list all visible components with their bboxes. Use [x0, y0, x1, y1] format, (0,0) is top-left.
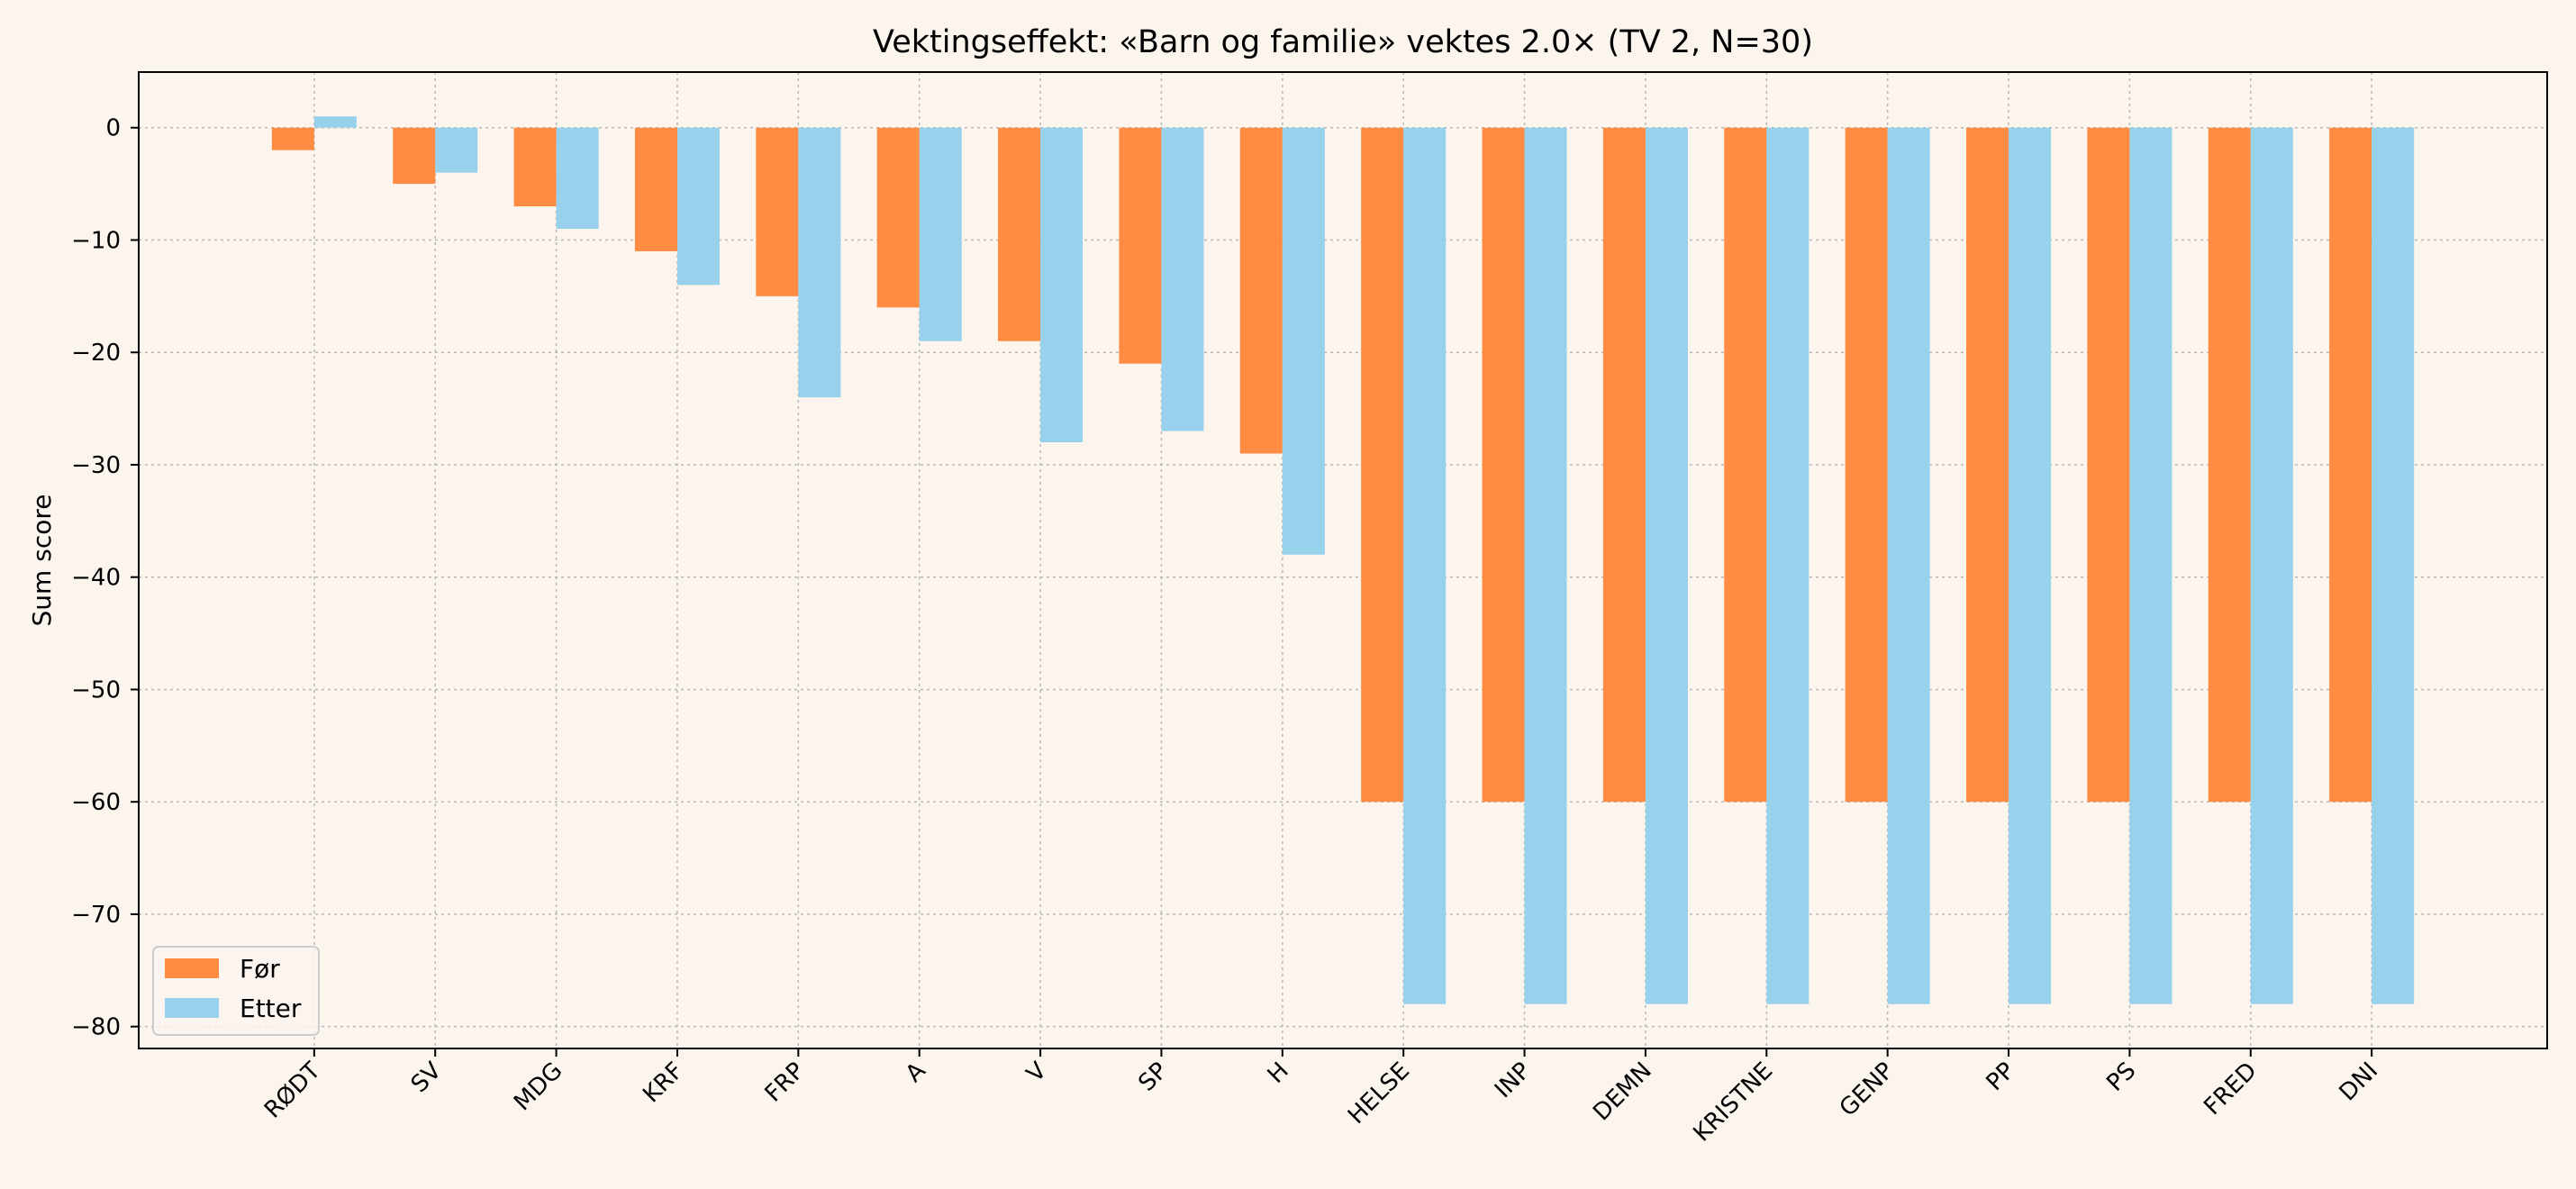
- y-tick-label: −50: [71, 676, 121, 703]
- legend-label-etter: Etter: [240, 994, 302, 1023]
- x-tick-label-genp: GENP: [1835, 1057, 1900, 1122]
- bar-for-rodt: [271, 127, 314, 150]
- y-tick-label: −40: [71, 565, 121, 592]
- y-tick-label: 0: [105, 115, 121, 142]
- y-tick-label: −10: [71, 227, 121, 254]
- bar-for-mdg: [513, 127, 557, 207]
- bar-etter-mdg: [556, 127, 599, 230]
- bar-etter-helse: [1403, 127, 1447, 1004]
- bar-etter-dni: [2372, 127, 2415, 1004]
- x-tick-label-dni: DNI: [2335, 1057, 2384, 1107]
- x-axis: RØDT SV MDG KRF FRP A V SP H HELSE INP DEMN KRISTNE G…: [259, 1048, 2383, 1147]
- bar-etter-a: [919, 127, 962, 341]
- bars: [271, 116, 2415, 1004]
- x-tick-label-ps: PS: [2101, 1057, 2141, 1097]
- bar-for-inp: [1482, 127, 1525, 803]
- bar-etter-fred: [2250, 127, 2293, 1004]
- y-tick-label: −30: [71, 452, 121, 479]
- x-tick-label-rodt: RØDT: [259, 1057, 326, 1124]
- bar-for-dni: [2329, 127, 2372, 803]
- y-tick-label: −70: [71, 902, 121, 929]
- bar-etter-v: [1040, 127, 1084, 443]
- chart-title: Vektingseffekt: «Barn og familie» vektes…: [873, 24, 1813, 60]
- bar-for-helse: [1361, 127, 1404, 803]
- x-tick-label-helse: HELSE: [1343, 1057, 1415, 1130]
- bar-etter-rodt: [313, 116, 357, 128]
- x-tick-label-pp: PP: [1982, 1057, 2020, 1096]
- x-tick-label-sp: SP: [1133, 1057, 1173, 1097]
- y-tick-label: −60: [71, 789, 121, 816]
- x-tick-label-v: V: [1021, 1057, 1052, 1088]
- x-tick-label-kristne: KRISTNE: [1689, 1057, 1779, 1148]
- bar-for-fred: [2208, 127, 2251, 803]
- x-tick-label-krf: KRF: [638, 1057, 689, 1109]
- bar-etter-ps: [2129, 127, 2172, 1004]
- bar-for-ps: [2087, 127, 2130, 803]
- x-tick-label-h: H: [1263, 1057, 1294, 1089]
- bar-for-genp: [1845, 127, 1888, 803]
- legend-label-for: Før: [240, 954, 280, 984]
- bar-for-v: [998, 127, 1041, 341]
- bar-for-h: [1239, 127, 1283, 454]
- plot-area: [139, 72, 2547, 1048]
- x-tick-label-demn: DEMN: [1588, 1057, 1657, 1127]
- bar-for-a: [876, 127, 920, 308]
- y-axis-label: Sum score: [27, 495, 57, 627]
- bar-etter-inp: [1524, 127, 1567, 1004]
- y-axis: 0 −10 −20 −30 −40 −50 −60 −70 −80: [71, 115, 139, 1041]
- bar-for-krf: [634, 127, 677, 251]
- legend: Før Etter: [152, 946, 320, 1036]
- legend-swatch-etter: [165, 998, 219, 1018]
- bar-etter-sv: [435, 127, 478, 173]
- y-tick-label: −80: [71, 1014, 121, 1041]
- bar-for-frp: [756, 127, 799, 296]
- bar-etter-frp: [798, 127, 841, 398]
- plot-frame: [138, 71, 2548, 1049]
- x-tick-label-inp: INP: [1490, 1057, 1536, 1103]
- bar-for-pp: [1966, 127, 2009, 803]
- x-tick-label-frp: FRP: [760, 1057, 811, 1108]
- bar-etter-pp: [2009, 127, 2052, 1004]
- bar-for-demn: [1602, 127, 1646, 803]
- y-tick-label: −20: [71, 340, 121, 367]
- bar-etter-kristne: [1766, 127, 1810, 1004]
- bar-etter-krf: [676, 127, 720, 286]
- x-tick-label-sv: SV: [406, 1057, 448, 1099]
- bar-etter-h: [1282, 127, 1325, 555]
- bar-etter-genp: [1887, 127, 1930, 1004]
- x-tick-label-mdg: MDG: [509, 1057, 567, 1116]
- x-tick-label-a: A: [901, 1057, 931, 1088]
- bar-etter-demn: [1645, 127, 1688, 1004]
- bar-for-sv: [393, 127, 436, 185]
- x-tick-label-fred: FRED: [2199, 1057, 2262, 1121]
- bar-for-kristne: [1724, 127, 1767, 803]
- bar-etter-sp: [1161, 127, 1204, 431]
- bar-for-sp: [1119, 127, 1162, 364]
- legend-swatch-for: [165, 958, 219, 978]
